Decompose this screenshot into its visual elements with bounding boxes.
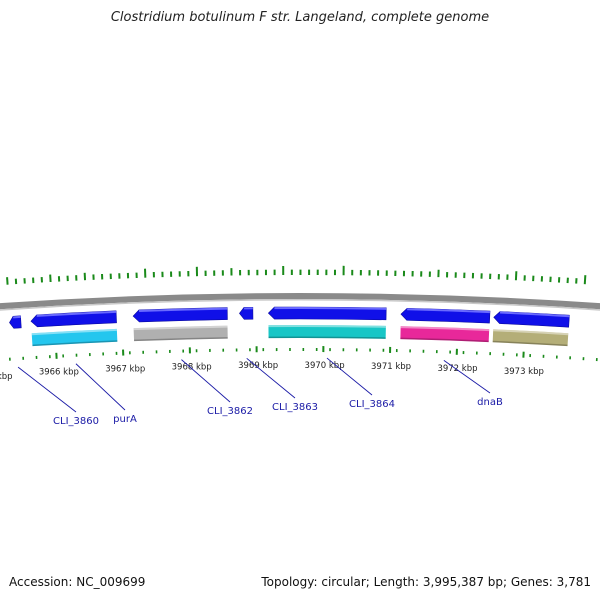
gene-arrow-highlight: [244, 307, 253, 310]
feature-band-highlight: [268, 325, 386, 328]
scale-tick-label: 3966 kbp: [39, 368, 79, 378]
gene-arrow-highlight: [407, 308, 490, 314]
gene-arrow-highlight: [138, 307, 228, 312]
gene-label-purA: purA: [113, 414, 137, 425]
gene-leader-line: [17, 366, 77, 413]
gene-label-track: CLI_3860 purA CLI_3862 CLI_3863 CLI_3864 dnaB: [17, 357, 503, 427]
gene-leader-line: [75, 363, 126, 411]
feature-band-shade: [268, 336, 386, 339]
feature-band-purA: [31, 328, 118, 347]
scale-tick-label: 3965 kbp: [0, 372, 13, 382]
feature-band-dnaB: [400, 326, 490, 343]
backbone-arc: [0, 293, 600, 310]
gene-leader-line: [326, 357, 373, 396]
genome-title: Clostridium botulinum F str. Langeland, …: [110, 10, 490, 25]
gene-track: [9, 306, 570, 347]
gene-label-CLI_3862: CLI_3862: [207, 406, 253, 417]
scale-tick-label: 3972 kbp: [437, 364, 477, 374]
gene-arrow-highlight: [274, 307, 387, 310]
gc-skew-track: [6, 265, 587, 285]
feature-band-shade: [32, 340, 118, 347]
scale-tick-label: 3970 kbp: [305, 361, 345, 371]
gene-arrow-highlight: [13, 315, 21, 319]
scale-tick-label: 3968 kbp: [172, 362, 212, 372]
feature-band-shade: [492, 340, 568, 347]
gene-arrow-CLI_3863: [239, 306, 254, 320]
gene-label-CLI_3860: CLI_3860: [53, 416, 99, 427]
feature-band-highlight: [493, 329, 569, 336]
gc-skew-bar: [583, 275, 587, 285]
gene-leader-line: [246, 357, 296, 399]
feature-band-unnamed-7: [492, 329, 569, 347]
feature-band-highlight: [133, 325, 228, 331]
feature-band-highlight: [400, 326, 490, 332]
accession-text: Accession: NC_009699: [9, 575, 146, 589]
feature-band-shade: [400, 337, 489, 343]
feature-band-highlight: [31, 328, 117, 336]
gene-leader-line: [181, 359, 231, 403]
gene-arrow-highlight: [36, 310, 117, 317]
gene-label-dnaB: dnaB: [477, 397, 503, 408]
feature-band-CLI_3864: [268, 325, 386, 339]
backbone-track: [0, 293, 600, 311]
gene-label-CLI_3864: CLI_3864: [349, 399, 395, 410]
scale-tick-label: 3971 kbp: [371, 362, 411, 372]
scale-tick-label: 3973 kbp: [504, 367, 544, 377]
feature-band-shade: [134, 337, 228, 342]
backbone-shadow: [0, 299, 600, 311]
feature-band-CLI_3862: [133, 325, 228, 342]
gene-leader-line: [443, 360, 491, 394]
gene-arrow-highlight: [499, 311, 570, 318]
scale-tick-label: 3969 kbp: [238, 361, 278, 371]
scale-tick-label: 3967 kbp: [105, 365, 145, 375]
scale-track: 3965 kbp 3966 kbp 3967 kbp 3968 kbp 3969 kbp…: [0, 346, 598, 382]
genome-stats-text: Topology: circular; Length: 3,995,387 bp…: [261, 575, 591, 589]
gene-label-CLI_3863: CLI_3863: [272, 402, 318, 413]
